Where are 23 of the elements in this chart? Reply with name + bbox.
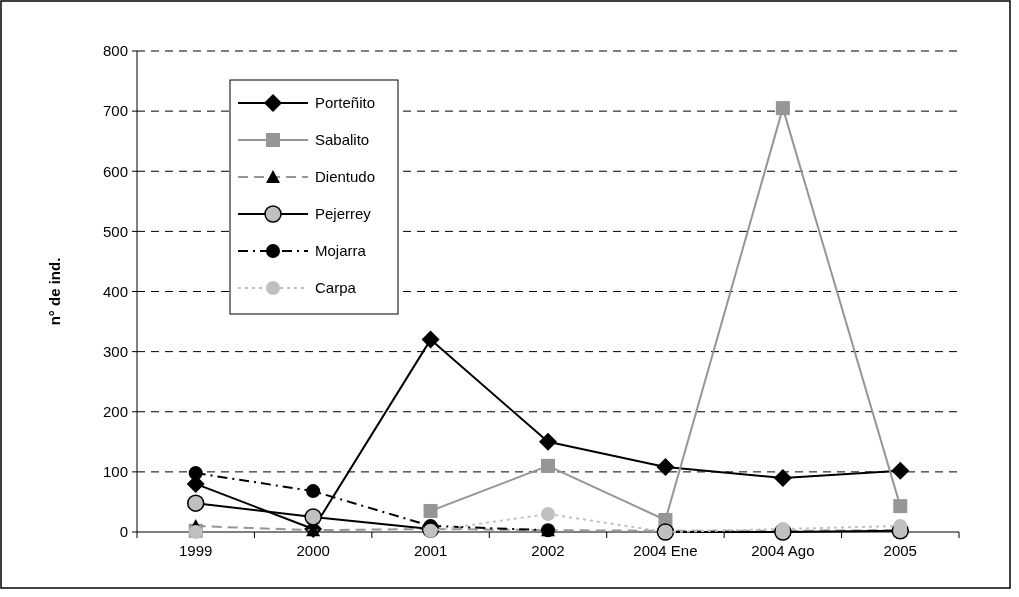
y-tick-label: 800	[102, 42, 128, 60]
y-tick-label: 500	[102, 222, 128, 240]
x-tick-label: 2004 Ago	[751, 542, 815, 559]
y-tick-label: 300	[102, 342, 128, 360]
legend-label: Sabalito	[315, 131, 370, 149]
x-tick-label: 2005	[883, 542, 917, 559]
y-axis-title: n° de ind.	[46, 257, 63, 326]
y-tick-label: 100	[102, 463, 128, 481]
legend-label: Pejerrey	[315, 205, 372, 223]
x-tick-label: 2002	[531, 542, 565, 559]
x-tick-label: 2000	[296, 542, 330, 559]
y-tick-label: 400	[102, 282, 128, 300]
x-tick-label: 2004 Ene	[633, 542, 698, 559]
legend-label: Carpa	[315, 279, 357, 297]
y-tick-label: 600	[102, 162, 128, 180]
legend-label: Porteñito	[315, 94, 376, 112]
x-tick-label: 1999	[179, 542, 213, 559]
y-tick-label: 0	[119, 523, 128, 541]
legend-label: Mojarra	[315, 242, 367, 260]
y-tick-label: 200	[102, 403, 128, 420]
legend-label: Dientudo	[315, 168, 376, 186]
x-tick-label: 2001	[413, 542, 448, 559]
y-tick-label: 700	[102, 102, 128, 120]
